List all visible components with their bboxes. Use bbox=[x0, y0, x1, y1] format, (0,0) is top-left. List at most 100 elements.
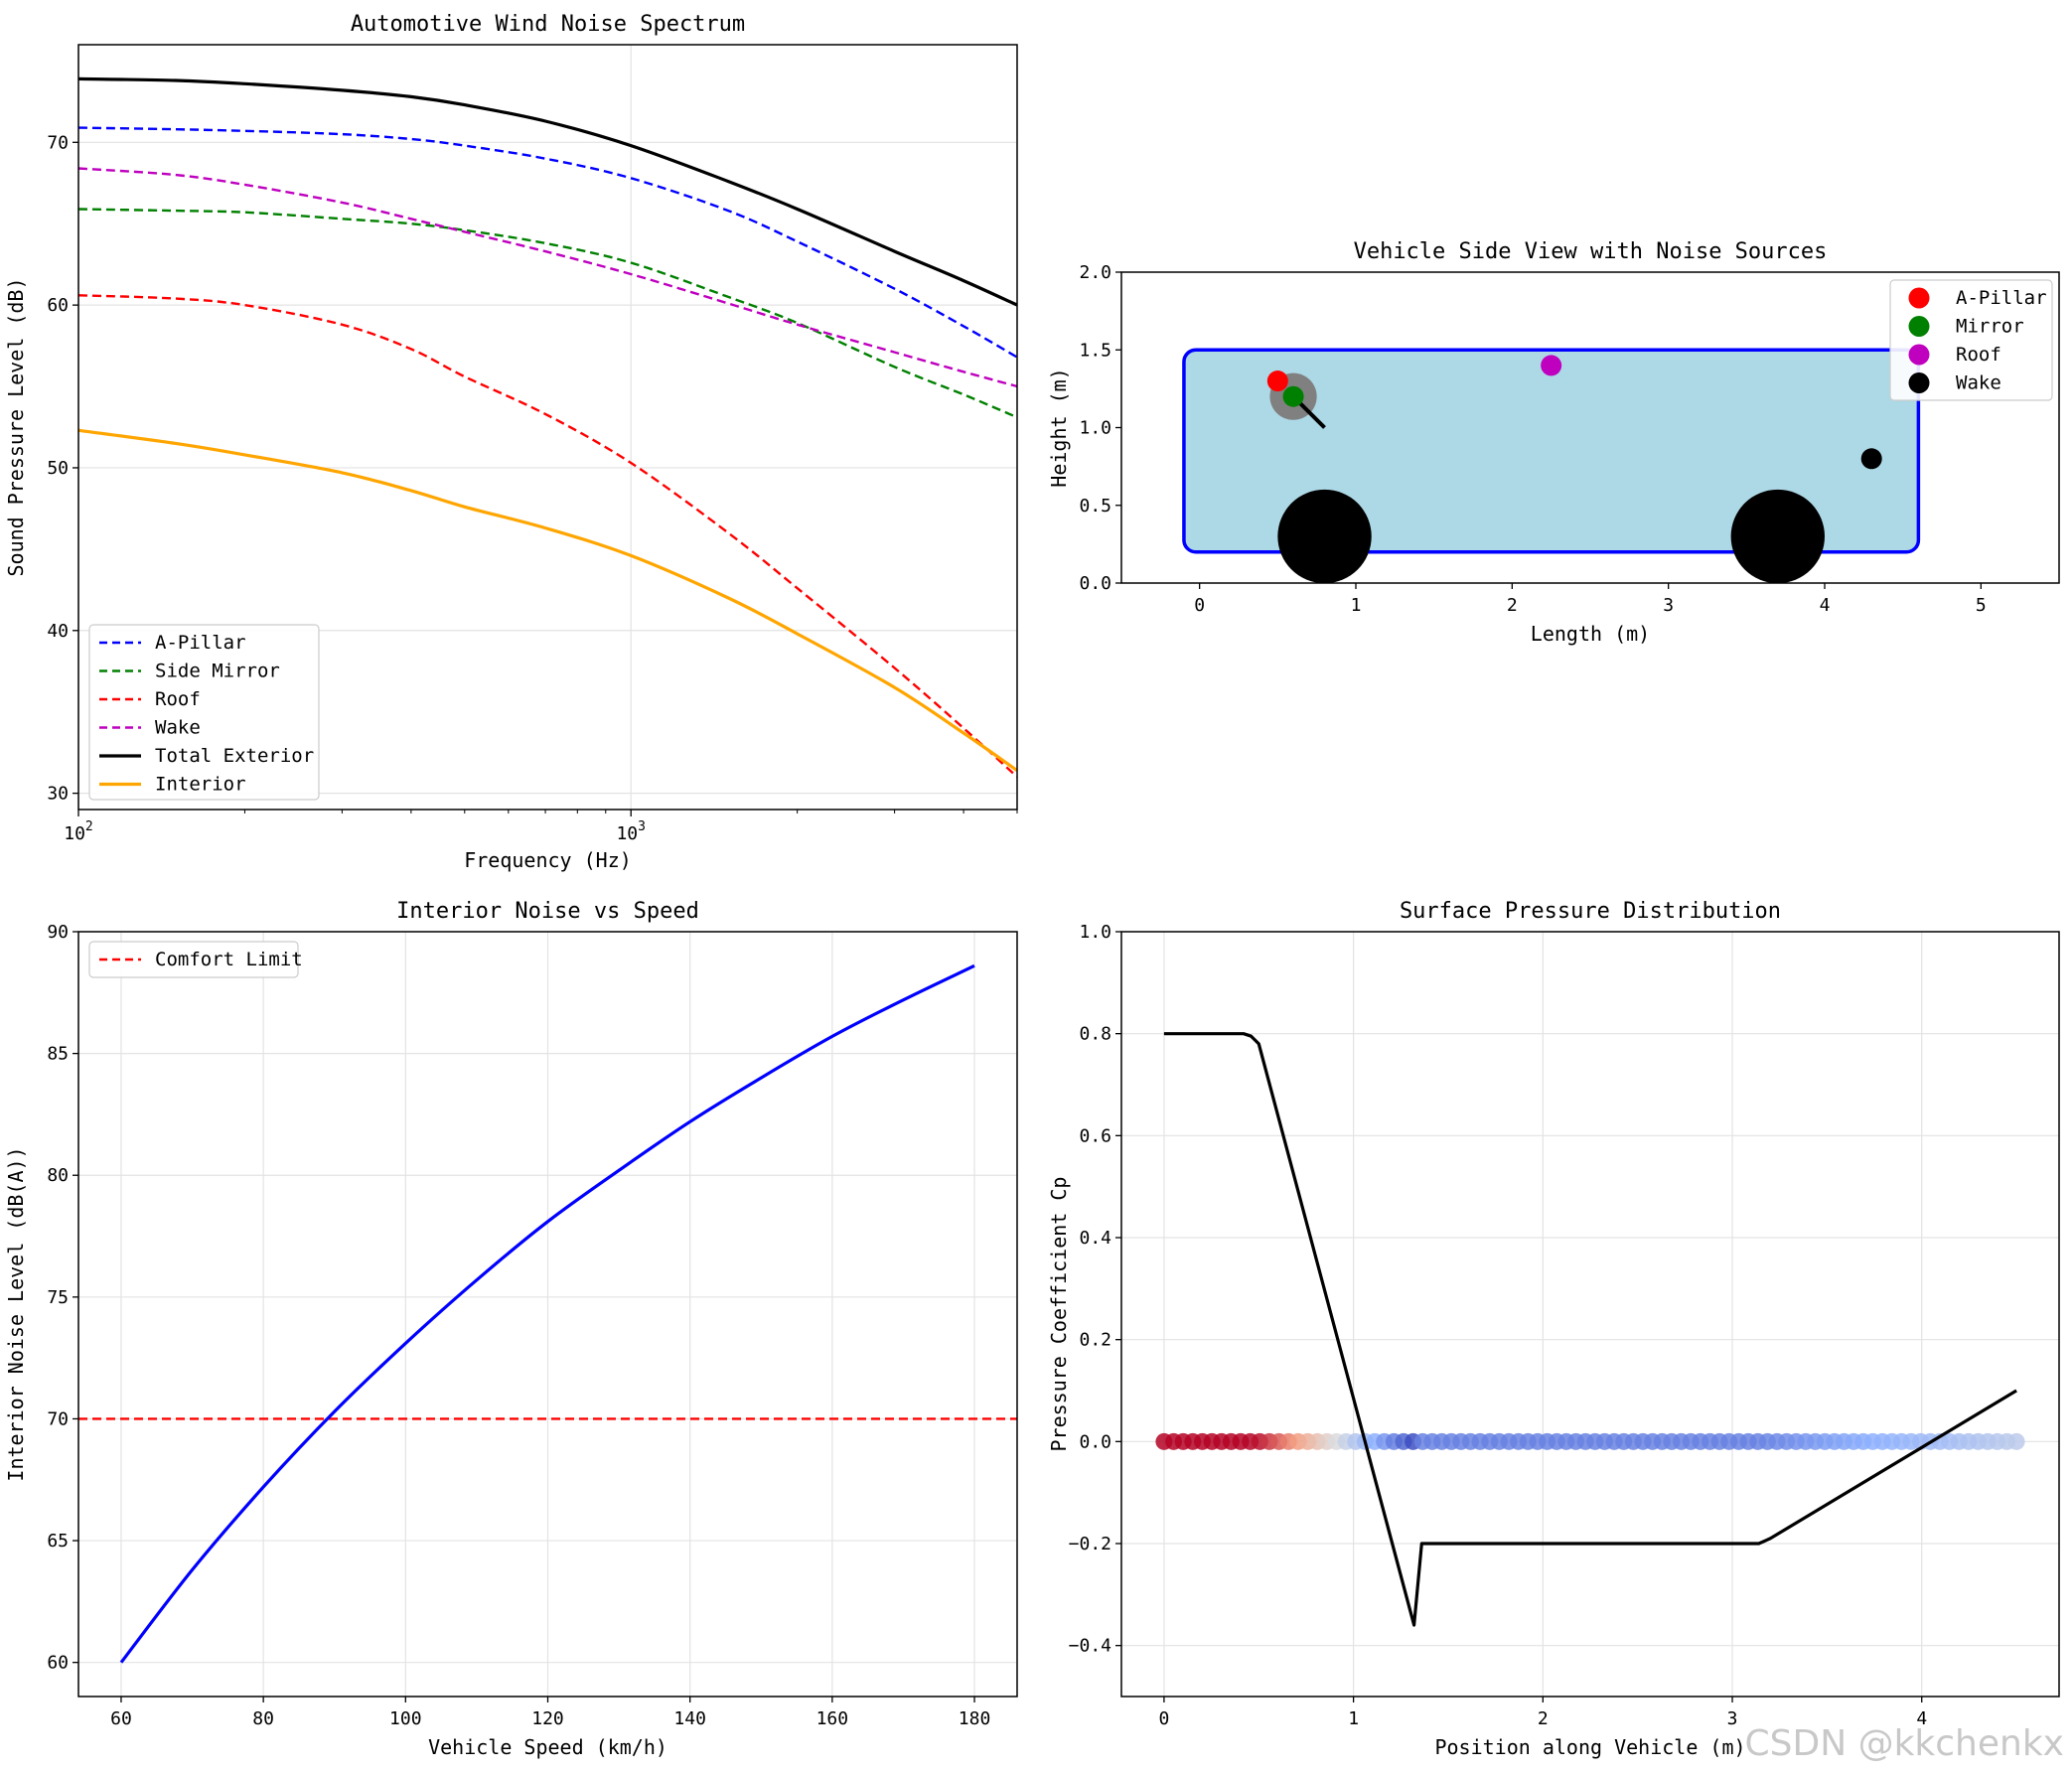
series-line-cp bbox=[1163, 1032, 2017, 1627]
tick-label-y: 85 bbox=[47, 1044, 69, 1065]
tick-label-y: −0.2 bbox=[1069, 1534, 1111, 1554]
tick-label-x: 0 bbox=[1158, 1708, 1169, 1729]
x-axis-label: Vehicle Speed (km/h) bbox=[428, 1735, 667, 1759]
noise-source-wake bbox=[1860, 448, 1882, 470]
tick-label-x: 1 bbox=[1351, 595, 1362, 616]
series-lines bbox=[77, 76, 1018, 779]
tick-label-x: 140 bbox=[673, 1708, 706, 1729]
legend: A-Pillar Side Mirror Roof Wake Total Exterio… bbox=[88, 624, 320, 801]
legend: A-Pillar Mirror Roof Wake bbox=[1889, 279, 2053, 401]
tick-label-x: 2 bbox=[1507, 595, 1518, 616]
axis-ticks: 0 1 2 3 4 −0.4 −0.2 0.0 0.2 0.4 0.6 0.8 1.0 bbox=[1069, 922, 1928, 1729]
legend: Comfort Limit bbox=[88, 941, 303, 978]
noise-source-roof bbox=[1541, 355, 1562, 376]
wheel bbox=[1277, 489, 1372, 584]
legend-label: Roof bbox=[155, 688, 201, 710]
tick-label-y: 80 bbox=[47, 1165, 69, 1186]
tick-label-x: 4 bbox=[1820, 595, 1831, 616]
tick-label-y: 1.0 bbox=[1079, 418, 1111, 439]
axis-ticks: 60 80 100 120 140 160 180 60 65 70 75 80 85 90 bbox=[47, 922, 990, 1729]
tick-label-y: 1.0 bbox=[1079, 922, 1111, 943]
series-line-interior-noise bbox=[119, 963, 975, 1664]
chart-title: Vehicle Side View with Noise Sources bbox=[1354, 239, 1828, 264]
vehicle-shapes bbox=[1182, 348, 1921, 584]
tick-label-y: 40 bbox=[47, 621, 69, 642]
tick-label-x: 120 bbox=[531, 1708, 564, 1729]
panel-pressure: 0 1 2 3 4 −0.4 −0.2 0.0 0.2 0.4 0.6 0.8 1.0 Surface … bbox=[1047, 899, 2060, 1759]
legend-frame bbox=[88, 941, 299, 978]
tick-label-x: 103 bbox=[616, 819, 646, 844]
legend-frame bbox=[1889, 279, 2053, 401]
tick-label-y: 60 bbox=[47, 295, 69, 316]
axes-frame bbox=[77, 44, 1018, 811]
tick-label-x: 1 bbox=[1348, 1708, 1359, 1729]
tick-label-x: 3 bbox=[1727, 1708, 1738, 1729]
chart-title: Surface Pressure Distribution bbox=[1400, 899, 1781, 924]
tick-label-x: 102 bbox=[64, 819, 93, 844]
wheel bbox=[1730, 489, 1826, 584]
legend-label: Total Exterior bbox=[155, 745, 314, 767]
tick-label-x: 2 bbox=[1538, 1708, 1549, 1729]
legend-marker bbox=[1908, 316, 1930, 337]
chart-title: Interior Noise vs Speed bbox=[396, 899, 699, 924]
cp-marker bbox=[2007, 1432, 2025, 1450]
legend-label: A-Pillar bbox=[155, 632, 246, 654]
panel-side-view: 0 1 2 3 4 5 0.0 0.5 1.0 1.5 2.0 Vehicle Side View … bbox=[1047, 239, 2060, 646]
noise-source-a-pillar bbox=[1266, 370, 1288, 392]
tick-label-x: 4 bbox=[1916, 1708, 1927, 1729]
legend-marker bbox=[1908, 287, 1930, 309]
tick-label-y: 70 bbox=[47, 1408, 69, 1429]
grid bbox=[1121, 931, 2059, 1697]
legend-marker bbox=[1908, 344, 1930, 366]
legend-marker bbox=[1908, 372, 1930, 393]
vehicle-body bbox=[1182, 348, 1921, 554]
tick-label-y: 0.2 bbox=[1079, 1330, 1111, 1351]
legend-label: Side Mirror bbox=[155, 661, 280, 682]
watermark: CSDN @kkchenkx bbox=[1744, 1723, 2064, 1764]
axis-ticks: 30 40 50 60 70 102 103 bbox=[47, 132, 1018, 844]
tick-label-x: 80 bbox=[252, 1708, 274, 1729]
series-line-interior bbox=[77, 428, 1018, 773]
tick-label-y: 90 bbox=[47, 922, 69, 943]
tick-label-x: 160 bbox=[816, 1708, 849, 1729]
x-axis-label: Position along Vehicle (m) bbox=[1434, 1735, 1745, 1759]
axis-ticks: 0 1 2 3 4 5 0.0 0.5 1.0 1.5 2.0 bbox=[1079, 262, 1986, 616]
legend-label: Comfort Limit bbox=[155, 949, 303, 970]
legend-frame bbox=[88, 624, 320, 801]
legend-label: Wake bbox=[1956, 372, 2001, 394]
tick-label-y: 70 bbox=[47, 132, 69, 153]
noise-source-mirror bbox=[1282, 385, 1304, 407]
series-line-roof bbox=[77, 294, 1018, 779]
grid bbox=[78, 931, 1017, 1697]
axes-frame bbox=[1120, 931, 2060, 1698]
tick-label-y: 2.0 bbox=[1079, 262, 1111, 283]
tick-label-y: 0.0 bbox=[1079, 1431, 1111, 1452]
tick-label-y: 0.0 bbox=[1079, 573, 1111, 594]
legend-label: Roof bbox=[1956, 344, 2001, 366]
tick-label-x: 0 bbox=[1194, 595, 1205, 616]
x-axis-label: Length (m) bbox=[1531, 622, 1650, 646]
tick-label-x: 5 bbox=[1976, 595, 1987, 616]
tick-label-x: 60 bbox=[110, 1708, 132, 1729]
series-lines bbox=[1163, 1032, 2017, 1627]
legend-label: A-Pillar bbox=[1956, 287, 2047, 309]
tick-label-y: 50 bbox=[47, 458, 69, 479]
y-axis-label: Pressure Coefficient Cp bbox=[1047, 1177, 1071, 1452]
tick-label-x: 180 bbox=[959, 1708, 991, 1729]
colored-markers bbox=[1155, 1432, 2025, 1450]
panel-spectrum: 30 40 50 60 70 102 103 Automotive Wind Noise S… bbox=[4, 12, 1018, 872]
x-axis-label: Frequency (Hz) bbox=[464, 848, 632, 872]
tick-label-y: 75 bbox=[47, 1287, 69, 1308]
tick-label-y: 0.6 bbox=[1079, 1125, 1111, 1146]
y-axis-label: Interior Noise Level (dB(A)) bbox=[4, 1146, 28, 1481]
series-line-wake bbox=[77, 167, 1018, 388]
y-axis-label: Height (m) bbox=[1047, 368, 1071, 487]
tick-label-y: −0.4 bbox=[1069, 1636, 1111, 1657]
series-line-side-mirror bbox=[77, 208, 1018, 419]
legend-label: Wake bbox=[155, 717, 201, 739]
legend-label: Interior bbox=[155, 774, 246, 796]
tick-label-y: 30 bbox=[47, 784, 69, 805]
chart-title: Automotive Wind Noise Spectrum bbox=[351, 12, 745, 37]
tick-label-y: 0.4 bbox=[1079, 1228, 1111, 1249]
